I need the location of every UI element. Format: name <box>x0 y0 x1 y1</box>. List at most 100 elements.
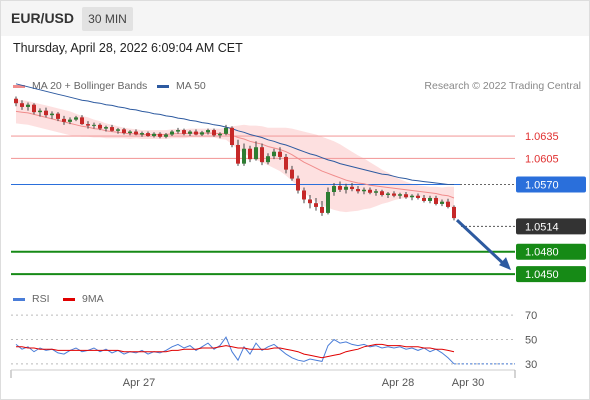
candle-body <box>20 103 24 107</box>
legend-rsi-swatch <box>13 297 25 301</box>
candle-body <box>56 113 60 119</box>
candle-body <box>92 124 96 126</box>
candle-body <box>314 203 318 207</box>
candle-body <box>446 201 450 207</box>
projection-arrow-line <box>455 219 506 266</box>
candle-body <box>50 113 54 116</box>
last-price-label: 1.0514 <box>525 221 559 233</box>
projection-arrow-head <box>499 257 511 271</box>
candle-body <box>356 189 360 192</box>
legend-rsi-label: RSI <box>32 293 50 305</box>
candle-body <box>404 194 408 198</box>
target-tag <box>516 266 586 283</box>
candle-body <box>218 133 222 136</box>
bollinger-band-area <box>16 99 454 213</box>
legend-rsi: RSI <box>13 293 50 305</box>
interval-button[interactable]: 30 MIN <box>82 7 133 31</box>
candle-body <box>236 144 240 164</box>
target-tag <box>516 243 586 260</box>
candle-body <box>398 194 402 196</box>
legend-bollinger-swatch <box>13 84 25 88</box>
target-label: 1.0480 <box>525 247 559 259</box>
last-price-tag <box>516 218 586 235</box>
candle-body <box>206 130 210 133</box>
legend-bollinger-label: MA 20 + Bollinger Bands <box>32 80 148 92</box>
pivot-tag <box>516 176 586 193</box>
chart-datetime: Thursday, April 28, 2022 6:09:04 AM CET <box>13 41 243 55</box>
resistance-label: 1.0605 <box>525 153 559 165</box>
candle-body <box>242 148 246 164</box>
legend-rsi-ma-swatch <box>63 297 75 301</box>
candle-body <box>32 104 36 113</box>
rsi-tick-label: 50 <box>525 335 537 347</box>
candle-body <box>164 134 168 137</box>
rsi-tick-label: 30 <box>525 359 537 371</box>
rsi-ma-line <box>16 343 455 359</box>
candle-body <box>392 193 396 196</box>
legend-bollinger: MA 20 + Bollinger Bands <box>13 80 147 92</box>
candle-body <box>368 189 372 193</box>
candle-body <box>38 110 42 113</box>
candle-body <box>338 186 342 190</box>
legend-ma50-swatch <box>157 84 169 88</box>
candle-body <box>170 131 174 135</box>
candle-body <box>224 127 228 134</box>
ma50-line <box>15 83 454 185</box>
candle-body <box>380 191 384 195</box>
candle-body <box>230 127 234 145</box>
candle-body <box>14 98 18 104</box>
candle-body <box>350 186 354 190</box>
candle-body <box>44 110 48 116</box>
x-tick-label: Apr 28 <box>382 377 414 389</box>
target-label: 1.0450 <box>525 269 559 281</box>
candle-body <box>80 117 84 125</box>
candle-body <box>110 127 114 131</box>
candle-body <box>116 129 120 131</box>
candle-body <box>428 197 432 201</box>
candle-body <box>332 186 336 192</box>
x-tick-label: Apr 30 <box>452 377 484 389</box>
candle-body <box>194 131 198 135</box>
candle-body <box>284 156 288 170</box>
candle-body <box>188 131 192 134</box>
candle-body <box>128 131 132 134</box>
candle-body <box>452 206 456 219</box>
candle-body <box>374 191 378 193</box>
legend-ma50: MA 50 <box>157 80 206 92</box>
legend-rsi-ma: 9MA <box>63 293 104 305</box>
candle-body <box>104 127 108 129</box>
legend-ma50-label: MA 50 <box>176 80 206 92</box>
candle-body <box>158 133 162 137</box>
candle-body <box>434 197 438 204</box>
candle-body <box>272 151 276 157</box>
candle-body <box>308 199 312 204</box>
candle-body <box>362 189 366 192</box>
candle-body <box>296 178 300 191</box>
x-tick-label: Apr 27 <box>123 377 155 389</box>
copyright-notice: Research © 2022 Trading Central <box>424 80 581 92</box>
candle-body <box>26 104 30 107</box>
candle-body <box>212 130 216 136</box>
candle-body <box>146 133 150 137</box>
symbol-label: EUR/USD <box>11 10 75 26</box>
candles-group <box>14 96 456 221</box>
candle-body <box>410 195 414 198</box>
candle-body <box>200 132 204 135</box>
candle-body <box>134 131 138 135</box>
candle-body <box>440 201 444 204</box>
candle-body <box>278 151 282 157</box>
candle-body <box>62 118 66 122</box>
candle-body <box>344 186 348 190</box>
candle-body <box>140 133 144 135</box>
candle-body <box>326 192 330 213</box>
candle-body <box>416 195 420 198</box>
candle-body <box>152 133 156 137</box>
candle-body <box>422 197 426 201</box>
candle-body <box>302 190 306 200</box>
resistance-label: 1.0635 <box>525 131 559 143</box>
header-bar: EUR/USD 30 MIN <box>0 0 590 36</box>
candle-body <box>182 130 186 134</box>
candle-body <box>86 124 90 126</box>
